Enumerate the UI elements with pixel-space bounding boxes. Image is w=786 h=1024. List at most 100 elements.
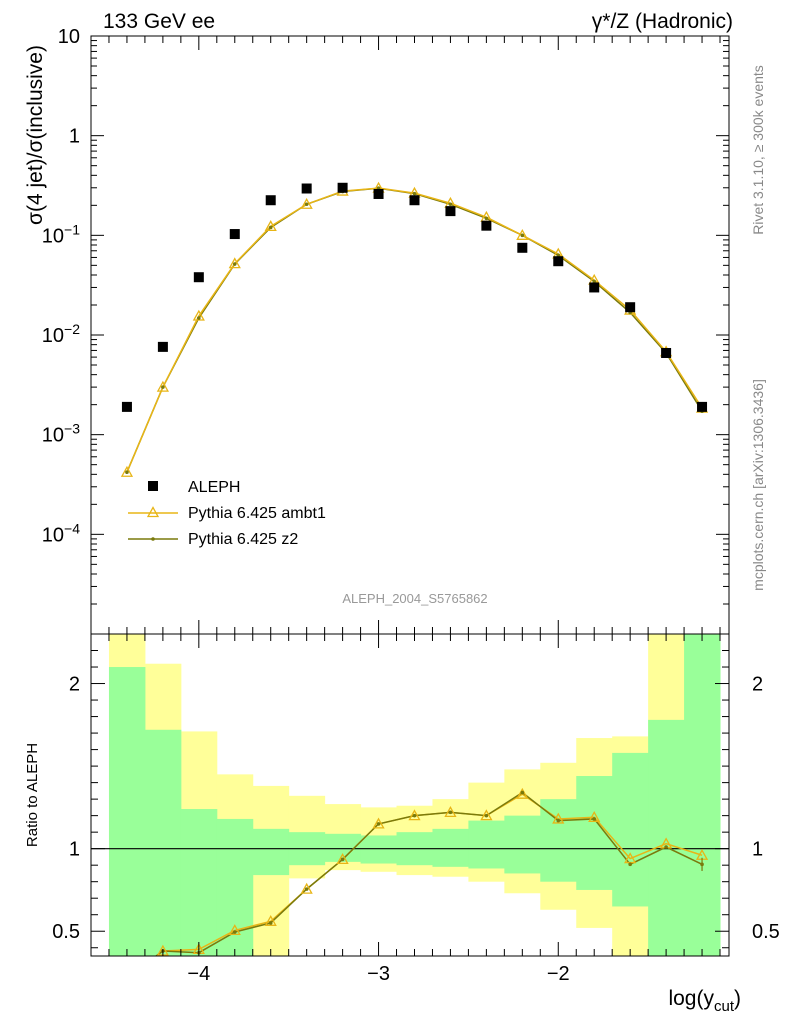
z2-point (125, 470, 129, 475)
z2-point (161, 385, 165, 389)
ratio-band-inner (612, 752, 649, 907)
aleph-data-point (337, 182, 348, 193)
ratio-band-inner (144, 729, 182, 956)
ratio-z2-point (268, 921, 273, 925)
ratio-z2-point (304, 887, 309, 891)
ratio-z2-point (412, 813, 417, 818)
ratio-ambt1-point (372, 817, 385, 829)
ratio-y-axis-label: Ratio to ALEPH (24, 743, 41, 847)
main-frame (90, 35, 730, 635)
analysis-id-label: ALEPH_2004_S5765862 (342, 591, 487, 606)
z2-point (448, 202, 453, 207)
aleph-data-point (373, 188, 384, 199)
aleph-data-point (229, 229, 240, 240)
ratio-band-inner (252, 828, 290, 876)
z2-point (232, 262, 237, 266)
aleph-data-point (301, 183, 312, 194)
ratio-axes: 0.5 0.5 1 1 2 2 −4 −3 −2 (52, 634, 780, 985)
x-axis-label: log(ycut) (668, 987, 741, 1015)
ratio-ambt1-point (408, 809, 421, 821)
main-data-layer (120, 181, 709, 477)
z2-point (412, 191, 417, 196)
ratio-z2-point (376, 822, 381, 826)
ambt1-point (516, 228, 529, 240)
z2-point (592, 279, 597, 284)
z2-point (268, 225, 273, 230)
ratio-ambt1-point (552, 812, 565, 824)
ratio-band-inner (180, 809, 218, 956)
main-y-tick-label: 1 (69, 126, 80, 148)
aleph-data-point (589, 282, 600, 293)
ratio-z2-point (520, 790, 525, 795)
ambt1-point (120, 465, 134, 477)
ratio-band-inner (108, 667, 146, 956)
aleph-data-point (517, 242, 528, 253)
aleph-data-point (661, 347, 672, 358)
ambt1-point (156, 380, 169, 392)
z2-point (484, 216, 489, 221)
ambt1-point (264, 220, 277, 232)
ratio-band-inner (540, 799, 577, 882)
ratio-z2-point (232, 930, 237, 934)
x-tick-label: −3 (367, 963, 390, 985)
main-y-tick-label: 10−1 (42, 221, 80, 247)
ratio-z2-point (484, 813, 489, 818)
ratio-z2-point (340, 857, 345, 862)
series-line-z2 (126, 187, 703, 473)
ratio-band-inner (684, 634, 721, 956)
ratio-ambt1-point (300, 882, 313, 894)
ratio-ambt1-point (588, 810, 601, 822)
ratio-frame (90, 633, 730, 957)
ratio-ambt1-point (228, 924, 241, 936)
legend-entry-z2: Pythia 6.425 z2 (128, 531, 298, 548)
rivet-version-text: Rivet 3.1.10, ≥ 300k events (750, 65, 766, 235)
ratio-panel: 0.5 0.5 1 1 2 2 −4 −3 −2 Ratio to ALEPH (24, 633, 780, 985)
x-tick-label: −4 (187, 963, 210, 985)
aleph-data-point (121, 401, 132, 412)
z2-point (197, 316, 201, 320)
ratio-z2-point (592, 817, 597, 821)
aleph-data-point (625, 302, 636, 313)
legend-label-aleph: ALEPH (188, 479, 240, 496)
ratio-ambt1-point (122, 972, 132, 981)
ratio-band-inner (432, 828, 469, 867)
legend-label-z2: Pythia 6.425 z2 (188, 531, 298, 548)
ratio-data-layer (91, 634, 729, 981)
legend-entry-aleph: ALEPH (148, 479, 240, 496)
legend: ALEPH Pythia 6.425 ambt1 Pythia 6.425 z2 (128, 479, 326, 548)
z2-point (520, 233, 525, 238)
ratio-ambt1-point (516, 787, 529, 799)
series-line-ambt1 (126, 187, 703, 473)
ratio-y-tick-label-left: 1 (69, 839, 80, 861)
aleph-data-point (445, 206, 456, 217)
ratio-y-tick-label-right: 1 (752, 839, 763, 861)
main-panel: 10 1 10−1 10−2 10−3 10−4 σ(4 jet)/σ(inclusive… (24, 26, 730, 635)
ratio-z2-point (125, 976, 129, 980)
aleph-data-point (697, 401, 708, 412)
ratio-band-inner (216, 818, 254, 956)
ratio-z2-point (448, 810, 453, 815)
ratio-ambt1-point (336, 853, 349, 865)
aleph-data-point (157, 341, 168, 352)
main-y-axis-label: σ(4 jet)/σ(inclusive) (24, 45, 47, 225)
aleph-data-point (265, 195, 276, 206)
energy-label: 133 GeV ee (103, 10, 215, 33)
aleph-data-point (553, 256, 564, 267)
main-y-tick-label: 10−4 (42, 520, 80, 546)
main-y-tick-label: 10 (58, 26, 80, 48)
legend-marker-ambt1 (146, 506, 160, 518)
ratio-z2-point (664, 845, 668, 849)
aleph-data-point (409, 195, 420, 206)
ratio-band-inner (576, 776, 613, 890)
ratio-ambt1-point (444, 806, 457, 817)
aleph-data-point (193, 272, 204, 283)
main-y-tick-label: 10−2 (42, 321, 80, 347)
ratio-band-inner (504, 815, 541, 874)
mcplots-reference-text: mcplots.cern.ch [arXiv:1306.3436] (750, 379, 766, 591)
legend-entry-ambt1: Pythia 6.425 ambt1 (128, 505, 326, 522)
ratio-y-tick-label-left: 0.5 (52, 921, 80, 943)
ratio-y-tick-label-right: 0.5 (752, 921, 780, 943)
x-tick-label: −2 (547, 963, 570, 985)
ratio-band-inner (360, 835, 398, 864)
